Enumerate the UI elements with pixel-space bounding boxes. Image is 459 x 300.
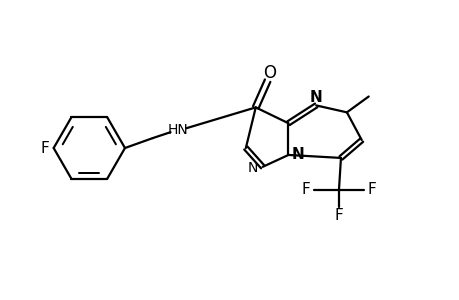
Text: F: F [366, 182, 375, 197]
Text: N: N [309, 90, 322, 105]
Text: F: F [40, 140, 49, 155]
Text: O: O [263, 64, 275, 82]
Text: N: N [291, 148, 304, 163]
Text: HN: HN [168, 123, 189, 137]
Text: N: N [247, 161, 257, 175]
Text: F: F [334, 208, 342, 223]
Text: F: F [301, 182, 310, 197]
